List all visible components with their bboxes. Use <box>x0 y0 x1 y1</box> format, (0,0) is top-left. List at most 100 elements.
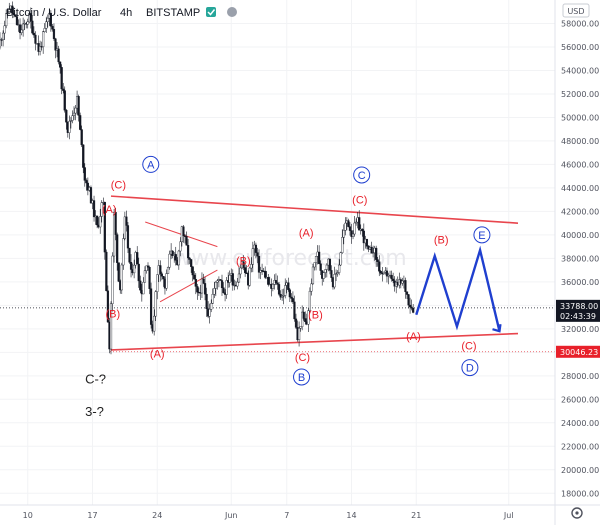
projection-arrowhead-icon <box>492 324 502 333</box>
candle-body <box>310 283 313 292</box>
grid <box>0 0 555 505</box>
candle-body <box>322 272 325 279</box>
projection-line[interactable] <box>415 245 501 332</box>
candle-body <box>133 264 136 274</box>
candle-body <box>290 296 293 299</box>
candle-body <box>51 26 54 30</box>
candle-body <box>297 328 301 341</box>
candle-body <box>203 283 207 295</box>
candle-body <box>284 285 287 296</box>
candle-body <box>378 261 381 272</box>
candle-body <box>12 13 15 15</box>
triangle-upper-trendline[interactable] <box>110 195 519 224</box>
wave-label: (A) <box>299 228 314 240</box>
currency-badge[interactable]: USD <box>562 3 590 18</box>
candle-body <box>3 25 6 34</box>
pennant-lower-trendline[interactable] <box>159 269 218 303</box>
price-tick-label: 22000.00 <box>561 442 599 451</box>
candle-body <box>313 262 316 268</box>
candle-body <box>185 236 188 246</box>
candle-body <box>114 212 117 235</box>
candle-body <box>148 267 151 289</box>
candle-body <box>294 318 298 328</box>
price-tick-label: 38000.00 <box>561 254 599 263</box>
candle-body <box>281 296 284 298</box>
time-tick-label: 14 <box>346 511 356 520</box>
candle-body <box>45 21 48 29</box>
candle-body <box>200 278 204 294</box>
time-tick-label: Jul <box>503 511 514 520</box>
level-value: 30046.23 <box>560 348 598 357</box>
wave-circle-C <box>353 166 371 184</box>
candle-body <box>277 284 281 295</box>
candle-body <box>83 167 86 181</box>
candle-body <box>231 273 234 286</box>
candle-body <box>350 230 353 237</box>
candle-body <box>299 326 302 329</box>
candle-body <box>347 220 350 227</box>
candle-body <box>145 265 148 271</box>
candle-body <box>324 269 327 273</box>
candle-body <box>348 226 352 231</box>
symbol-name: Bitcoin / U.S. Dollar <box>6 7 102 19</box>
candle-body <box>5 13 8 27</box>
candle-body <box>105 251 108 292</box>
candle-body <box>276 282 279 285</box>
candle-body <box>109 303 113 350</box>
settings-gear-icon[interactable] <box>571 507 583 519</box>
candle-body <box>153 315 156 332</box>
price-tick-label: 28000.00 <box>561 372 599 381</box>
candle-body <box>156 274 159 292</box>
candle-body <box>126 225 130 249</box>
time-tick-label: 7 <box>284 511 289 520</box>
candle-body <box>160 273 163 277</box>
candle-body <box>392 278 395 282</box>
candle-body <box>18 24 22 33</box>
candle-body <box>287 282 290 290</box>
candle-body <box>139 280 142 291</box>
wave-circle-E <box>473 226 491 244</box>
candle-body <box>31 20 34 34</box>
candle-body <box>65 109 68 123</box>
candle-body <box>38 46 42 52</box>
candle-body <box>264 270 267 278</box>
candle-body <box>307 310 310 325</box>
candle-body <box>62 88 65 91</box>
candle-body <box>351 233 355 237</box>
candle-body <box>318 251 321 264</box>
candle-body <box>34 34 37 44</box>
triangle-lower-trendline[interactable] <box>110 332 519 351</box>
candle-body <box>219 279 222 281</box>
candle-body <box>92 200 96 218</box>
interval-label: 4h <box>120 7 132 19</box>
candle-body <box>248 267 251 286</box>
candle-body <box>63 90 66 111</box>
candle-body <box>79 115 82 130</box>
candle-body <box>271 284 274 289</box>
price-tick-label: 42000.00 <box>561 207 599 216</box>
market-dot-icon <box>227 7 237 17</box>
candle-body <box>137 263 140 282</box>
candle-body <box>15 16 19 26</box>
candle-body <box>382 271 385 274</box>
candle-body <box>69 120 73 122</box>
candle-body <box>311 266 315 285</box>
candle-body <box>26 21 29 25</box>
wave-label: B <box>298 372 305 384</box>
candle-body <box>120 264 123 291</box>
candle-body <box>68 120 71 133</box>
check-icon <box>207 9 216 16</box>
candle-body <box>85 180 88 184</box>
candle-body <box>362 230 365 244</box>
candle-body <box>225 280 228 295</box>
candle-body <box>57 48 60 63</box>
annotation-note: 3-? <box>85 404 104 419</box>
price-tick-label: 24000.00 <box>561 419 599 428</box>
candle-body <box>267 277 270 285</box>
time-tick-label: 17 <box>87 511 97 520</box>
candle-body <box>288 289 291 298</box>
price-tick-label: 50000.00 <box>561 113 599 122</box>
price-tick-label: 36000.00 <box>561 278 599 287</box>
candle-body <box>171 250 174 256</box>
